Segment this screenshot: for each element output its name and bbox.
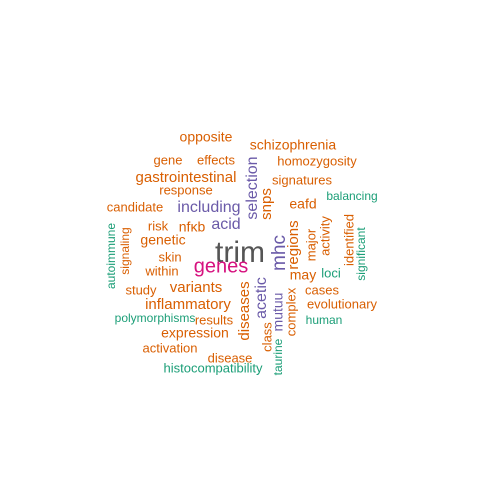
word-diseases: diseases — [236, 281, 253, 340]
word-mhc: mhc — [269, 235, 290, 271]
word-acetic: acetic — [253, 277, 270, 319]
word-complex: complex — [283, 287, 298, 336]
word-autoimmune: autoimmune — [104, 223, 118, 289]
word-including: including — [177, 199, 240, 216]
word-skin: skin — [158, 249, 181, 264]
word-disease: disease — [208, 350, 253, 365]
word-human: human — [306, 313, 343, 327]
word-expression: expression — [161, 325, 229, 341]
word-within: within — [144, 263, 178, 278]
word-opposite: opposite — [180, 129, 233, 145]
word-mutuu: mutuu — [270, 293, 286, 332]
word-variants: variants — [170, 279, 223, 296]
word-effects: effects — [197, 152, 236, 167]
word-may: may — [290, 267, 316, 283]
word-regions: regions — [285, 220, 302, 269]
word-study: study — [125, 282, 157, 297]
word-major: major — [303, 228, 318, 261]
word-gastrointestinal: gastrointestinal — [136, 169, 237, 186]
word-signatures: signatures — [272, 172, 332, 187]
word-activation: activation — [143, 340, 198, 355]
word-trim: trim — [215, 236, 265, 269]
word-response: response — [159, 182, 212, 197]
word-candidate: candidate — [107, 199, 163, 214]
word-schizophrenia: schizophrenia — [250, 137, 337, 153]
word-genes: genes — [194, 255, 249, 277]
word-genetic: genetic — [140, 232, 185, 248]
word-cases: cases — [305, 282, 339, 297]
word-eafd: eafd — [289, 196, 316, 212]
word-risk: risk — [148, 218, 169, 233]
word-polymorphisms: polymorphisms — [115, 311, 196, 325]
word-inflammatory: inflammatory — [145, 296, 231, 313]
word-balancing: balancing — [326, 189, 377, 203]
word-selection: selection — [244, 156, 261, 219]
word-activity: activity — [317, 216, 332, 256]
word-acid: acid — [211, 216, 240, 233]
word-snps: snps — [258, 188, 275, 220]
word-results: results — [195, 312, 234, 327]
word-signaling: signaling — [118, 227, 132, 274]
word-homozygosity: homozygosity — [277, 153, 357, 168]
word-nfb: nfκb — [179, 219, 206, 235]
word-loci: loci — [321, 265, 341, 280]
word-identified: identified — [341, 214, 356, 266]
word-evolutionary: evolutionary — [307, 296, 378, 311]
word-significant: significant — [354, 227, 368, 281]
word-taurine: taurine — [271, 338, 285, 375]
word-gene: gene — [154, 152, 183, 167]
word-histocompatibility: histocompatibility — [164, 360, 263, 375]
word-class: class — [259, 322, 274, 352]
